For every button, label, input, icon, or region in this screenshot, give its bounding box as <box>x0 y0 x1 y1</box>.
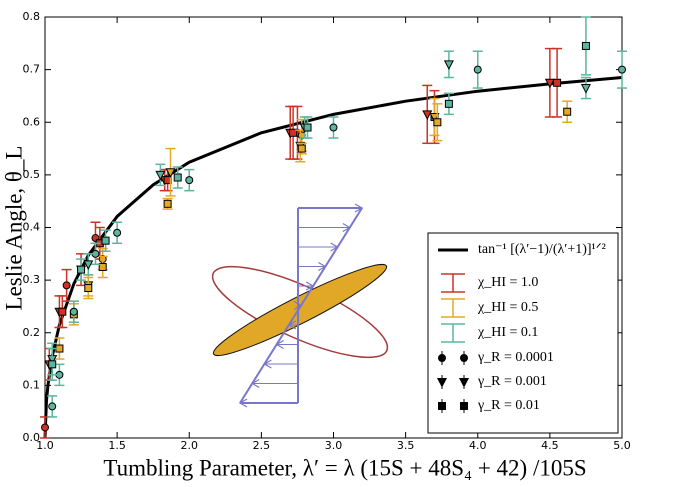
x-tick-label: 1.5 <box>108 439 126 452</box>
y-tick-label: 0.4 <box>23 221 41 234</box>
x-tick-label: 2.0 <box>181 439 199 452</box>
legend-label: γ_R = 0.0001 <box>477 350 554 365</box>
marker-triangle <box>429 112 440 123</box>
arrow-head <box>318 261 327 272</box>
arrow-head <box>238 398 248 408</box>
y-axis-label: Leslie Angle, θ_L <box>1 146 26 311</box>
marker-circle <box>41 423 49 432</box>
marker-square <box>297 144 306 153</box>
legend-label: γ_R = 0.01 <box>477 398 540 413</box>
marker-triangle <box>83 260 94 270</box>
marker-square <box>48 360 57 369</box>
x-tick-label: 2.5 <box>253 439 271 452</box>
marker-square <box>58 307 67 316</box>
marker-square <box>98 262 107 271</box>
arrow-head <box>354 203 364 213</box>
marker-triangle <box>165 168 176 178</box>
legend-label: tan⁻¹ [(λ′−1)/(λ′+1)]¹ᐟ² <box>478 242 606 257</box>
x-tick-label: 4.5 <box>541 439 559 452</box>
marker-square <box>433 118 442 127</box>
arrow-head <box>293 300 303 311</box>
x-tick-label: 4.0 <box>469 439 487 452</box>
arrow-head <box>263 359 272 369</box>
y-tick-label: 0.3 <box>23 273 41 286</box>
arrow-head <box>250 378 260 389</box>
inset-diagram <box>211 203 389 408</box>
marker-triangle <box>436 378 448 388</box>
y-tick-label: 0.6 <box>23 115 41 128</box>
ellipse-filled <box>212 263 388 357</box>
marker-square <box>444 99 453 108</box>
legend-box <box>427 232 619 434</box>
legend-label: χ_HI = 0.1 <box>477 325 538 340</box>
marker-square <box>77 265 86 274</box>
legend-label: χ_HI = 0.5 <box>477 300 538 315</box>
arrow-head <box>305 281 315 291</box>
marker-square <box>101 236 110 245</box>
arrow-head <box>342 222 352 233</box>
marker-square <box>563 107 572 116</box>
marker-square <box>289 128 298 137</box>
marker-triangle <box>580 84 591 94</box>
y-tick-label: 0.1 <box>23 378 41 391</box>
x-tick-label: 3.0 <box>325 439 343 452</box>
marker-circle <box>48 402 57 411</box>
x-axis-label: Tumbling Parameter, λ′ = λ (15S + 48S₄ +… <box>103 455 586 480</box>
x-tick-label: 1.0 <box>36 439 54 452</box>
y-tick-label: 0.5 <box>23 168 41 181</box>
marker-triangle <box>544 78 555 89</box>
marker-square <box>438 402 446 410</box>
marker-circle <box>460 354 468 362</box>
x-tick-label: 3.5 <box>397 439 415 452</box>
y-tick-label: 0.0 <box>23 431 41 444</box>
ellipse-outline <box>211 265 389 359</box>
arrow-head <box>275 339 284 350</box>
marker-square <box>553 78 562 87</box>
x-tick-label: 5.0 <box>613 439 631 452</box>
legend-label: γ_R = 0.001 <box>477 374 547 389</box>
marker-square <box>460 402 468 410</box>
marker-square <box>163 199 172 208</box>
marker-triangle <box>458 378 470 388</box>
arrow-head <box>330 242 339 252</box>
legend-label: χ_HI = 1.0 <box>477 275 538 290</box>
marker-circle <box>69 307 78 316</box>
marker-square <box>84 284 93 293</box>
marker-circle <box>62 281 71 290</box>
marker-triangle <box>443 60 454 70</box>
marker-circle <box>438 354 446 362</box>
marker-square <box>173 173 182 182</box>
marker-circle <box>618 65 626 74</box>
marker-square <box>303 123 312 132</box>
y-tick-label: 0.8 <box>23 10 41 23</box>
arrow-head <box>287 320 297 330</box>
marker-triangle <box>422 110 433 120</box>
marker-circle <box>113 228 122 237</box>
marker-square <box>581 41 590 50</box>
marker-triangle <box>155 170 166 181</box>
y-tick-label: 0.2 <box>23 326 41 339</box>
y-tick-label: 0.7 <box>23 63 41 76</box>
marker-circle <box>185 176 194 185</box>
marker-circle <box>473 65 482 74</box>
marker-circle <box>329 123 338 132</box>
